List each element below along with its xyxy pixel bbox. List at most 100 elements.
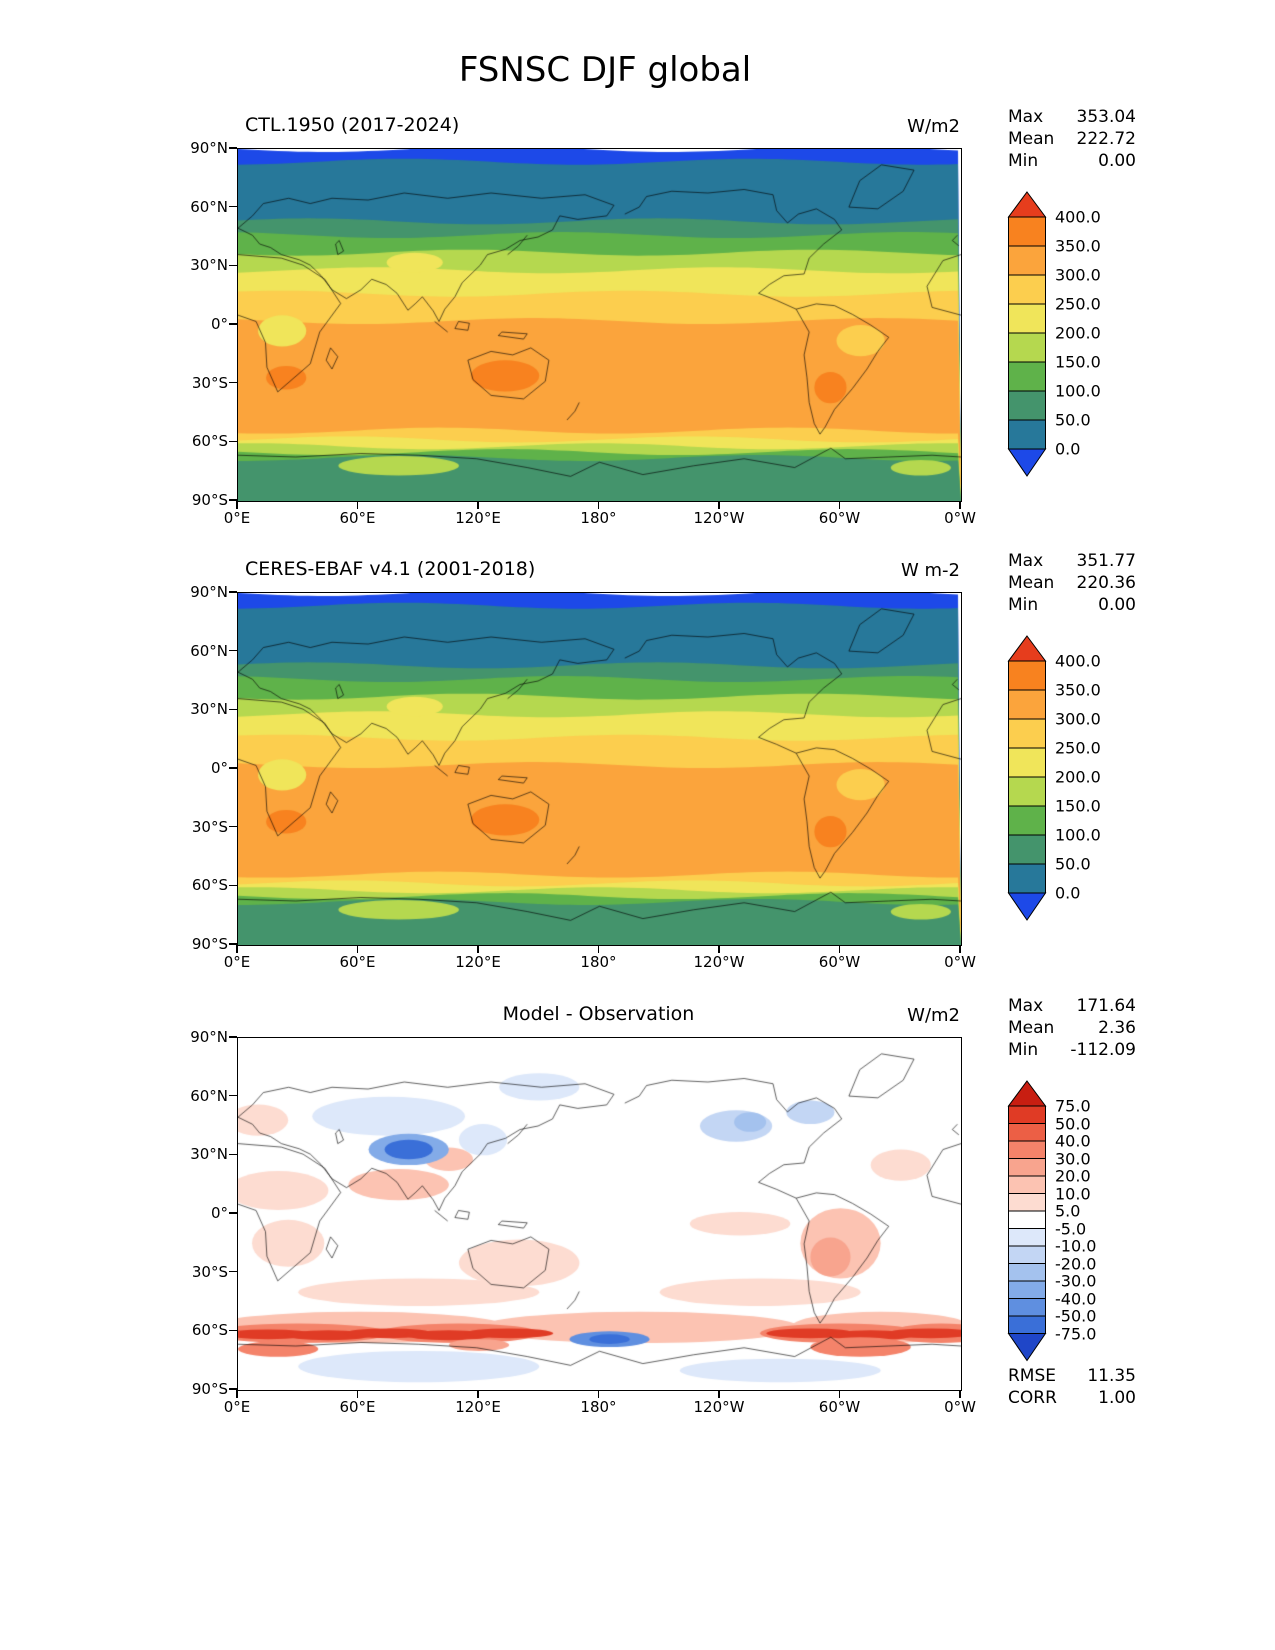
colorbar-segment <box>1008 1263 1046 1282</box>
colorbar-tick-label: -50.0 <box>1055 1306 1097 1326</box>
stat-value: 2.36 <box>1098 1018 1136 1038</box>
colorbar-segment <box>1008 303 1046 334</box>
colorbar-tick-label: 50.0 <box>1055 854 1091 874</box>
axis-tick-mark <box>597 945 600 954</box>
stat-label: Mean <box>1008 1018 1055 1038</box>
colorbar-segment <box>1008 1210 1046 1229</box>
stat-label: Max <box>1008 107 1044 127</box>
colorbar-scale <box>1007 191 1047 477</box>
stat-row: Max 171.64 <box>1008 995 1136 1017</box>
colorbar-segment <box>1008 1158 1046 1177</box>
y-axis-tick-label: 30°S <box>191 373 228 392</box>
stats-block: Max 351.77 Mean 220.36 Min 0.00 <box>1008 550 1136 616</box>
stat-value: 353.04 <box>1076 107 1136 127</box>
panel-title: CTL.1950 (2017-2024) <box>245 114 460 136</box>
units-label: W/m2 <box>907 1005 960 1026</box>
stat-row: Min -112.09 <box>1008 1039 1136 1061</box>
colorbar-tick-label: 10.0 <box>1055 1184 1091 1203</box>
stat-value: -112.09 <box>1070 1040 1136 1060</box>
stat-row: Max 351.77 <box>1008 550 1136 572</box>
map-canvas <box>238 593 961 945</box>
colorbar-segment <box>1008 747 1046 778</box>
colorbar-segment <box>1008 805 1046 836</box>
colorbar-tick-label: -10.0 <box>1055 1236 1097 1256</box>
y-axis-tick-label: 60°N <box>190 197 228 216</box>
axis-tick-mark <box>229 591 237 593</box>
colorbar-segment <box>1008 1105 1046 1124</box>
colorbar-segment <box>1008 776 1046 807</box>
axis-tick-mark <box>229 1095 237 1097</box>
stat-row: Mean 222.72 <box>1008 128 1136 150</box>
map-canvas <box>238 149 961 501</box>
y-axis-tick-label: 0° <box>210 315 228 333</box>
stat-label: Min <box>1008 151 1039 171</box>
colorbar-segment <box>1008 216 1046 247</box>
x-axis-tick-label: 120°E <box>455 509 501 527</box>
colorbar-tick-label: 50.0 <box>1055 1114 1091 1133</box>
colorbar-tick-label: -75.0 <box>1055 1324 1097 1343</box>
stat-label: Min <box>1008 1040 1039 1060</box>
stat-label: Min <box>1008 595 1039 615</box>
colorbar-tick-label: 200.0 <box>1055 323 1101 343</box>
colorbar-scale <box>1007 635 1047 921</box>
map-panel-difference: Model - Observation W/m2 Max 171.64 Mean 2… <box>0 995 1275 1465</box>
y-axis-tick-label: 30°N <box>190 1145 228 1164</box>
stat-label: Mean <box>1008 129 1055 149</box>
colorbar-segment <box>1008 1280 1046 1299</box>
x-axis-tick-label: 120°E <box>455 953 501 971</box>
axis-tick-mark <box>229 206 237 208</box>
map-plot <box>237 1037 962 1391</box>
panel-title: Model - Observation <box>502 1003 695 1025</box>
stat-value: 222.72 <box>1076 129 1136 149</box>
axis-tick-mark <box>229 1036 237 1038</box>
x-axis-tick-label: 60°E <box>339 1398 376 1416</box>
axis-tick-mark <box>356 945 359 954</box>
colorbar-under-arrow <box>1007 448 1047 477</box>
stat-label: Max <box>1008 551 1044 571</box>
colorbar: 400.0 350.0 300.0 250.0 200.0 150.0 100.0 50.0 0… <box>1007 191 1138 491</box>
map-panel-model: CTL.1950 (2017-2024) W/m2 Max 353.04 Mean… <box>0 106 1275 576</box>
colorbar-scale <box>1007 1080 1047 1362</box>
axis-tick-mark <box>229 1388 237 1390</box>
stat-value: 220.36 <box>1076 573 1136 593</box>
colorbar-tick-label: 150.0 <box>1055 796 1101 816</box>
y-axis-tick-label: 60°N <box>190 641 228 660</box>
colorbar-tick-label: 30.0 <box>1055 1149 1091 1168</box>
stat-label: CORR <box>1008 1388 1057 1408</box>
colorbar-tick-label: 200.0 <box>1055 767 1101 787</box>
colorbar-tick-label: -30.0 <box>1055 1271 1097 1291</box>
stat-value: 171.64 <box>1076 996 1136 1016</box>
colorbar-tick-label: 5.0 <box>1055 1201 1081 1221</box>
colorbar-tick-label: 250.0 <box>1055 738 1101 758</box>
axis-tick-mark <box>229 943 237 945</box>
colorbar-segment <box>1008 834 1046 865</box>
colorbar-tick-label: 0.0 <box>1055 439 1081 459</box>
axis-tick-mark <box>477 945 479 954</box>
y-axis-tick-label: 60°S <box>191 876 228 895</box>
colorbar-tick-label: 0.0 <box>1055 883 1081 903</box>
colorbar-segment <box>1008 332 1046 363</box>
axis-tick-mark <box>229 499 237 501</box>
axis-tick-mark <box>229 382 237 384</box>
colorbar-tick-label: 400.0 <box>1055 651 1101 671</box>
units-label: W m-2 <box>900 560 960 581</box>
stat-row: CORR 1.00 <box>1008 1387 1136 1409</box>
stat-row: Min 0.00 <box>1008 594 1136 616</box>
axis-tick-mark <box>838 501 841 510</box>
axis-tick-mark <box>229 884 237 886</box>
x-axis-tick-label: 60°W <box>818 509 861 527</box>
y-axis-tick-label: 30°N <box>190 700 228 719</box>
axis-tick-mark <box>959 501 961 510</box>
colorbar-tick-label: 350.0 <box>1055 680 1101 700</box>
map-plot <box>237 592 962 946</box>
y-axis-tick-label: 30°N <box>190 256 228 275</box>
x-axis-tick-label: 120°W <box>693 953 745 971</box>
stat-row: Mean 220.36 <box>1008 572 1136 594</box>
stat-value: 0.00 <box>1098 151 1136 171</box>
axis-tick-mark <box>477 1390 479 1399</box>
map-panel-observation: CERES-EBAF v4.1 (2001-2018) W m-2 Max 351… <box>0 550 1275 1020</box>
x-axis-tick-label: 0°E <box>223 509 251 527</box>
colorbar: 75.0 50.0 40.0 30.0 20.0 10.0 5.0 -5.0 -10.0 -20.… <box>1007 1080 1138 1380</box>
axis-tick-mark <box>236 501 238 510</box>
colorbar-segment <box>1008 1298 1046 1317</box>
